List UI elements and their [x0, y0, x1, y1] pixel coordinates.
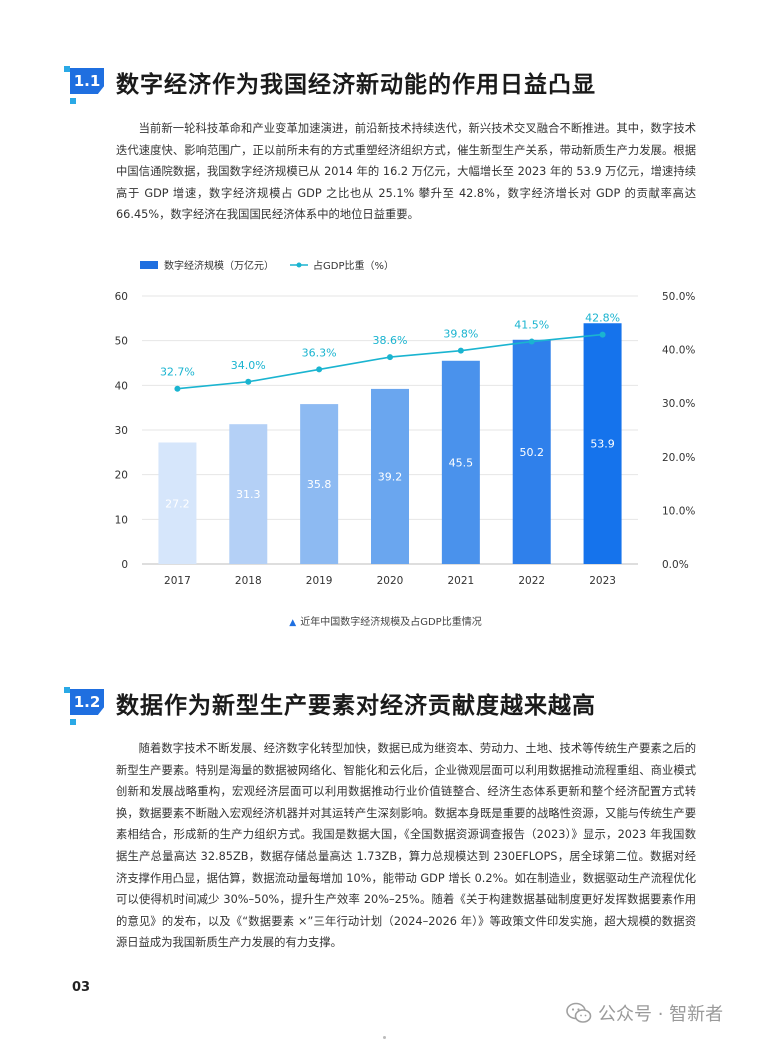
section-number-badge: 1.2: [62, 683, 108, 725]
bar: [583, 323, 622, 564]
line-point: [245, 378, 252, 385]
section-number: 1.1: [70, 68, 104, 94]
y-tick-label: 30: [115, 425, 128, 437]
watermark: 公众号 · 智新者: [566, 1000, 723, 1026]
line-point: [316, 366, 323, 373]
paragraph: 当前新一轮科技革命和产业变革加速演进，前沿新技术持续迭代，新兴技术交叉融合不断推…: [116, 122, 696, 222]
legend-bar-label: 数字经济规模（万亿元）: [164, 259, 274, 272]
bar-value-label: 31.3: [236, 488, 260, 501]
section-number-badge: 1.1: [62, 62, 108, 104]
watermark-text: 公众号 · 智新者: [598, 1004, 724, 1025]
y-tick-label: 0: [121, 559, 128, 571]
bar-value-label: 35.8: [307, 478, 332, 491]
y2-tick-label: 10.0%: [662, 505, 695, 517]
x-tick-label: 2021: [447, 575, 474, 587]
section-title: 数字经济作为我国经济新动能的作用日益凸显: [116, 72, 596, 98]
badge-accent-square: [70, 719, 76, 725]
bar: [300, 404, 339, 564]
badge-accent-square: [64, 66, 70, 72]
y2-tick-label: 30.0%: [662, 398, 695, 410]
section-number: 1.2: [70, 689, 104, 715]
bar: [229, 424, 268, 564]
x-tick-label: 2019: [306, 575, 333, 587]
section-heading-1: 1.1 数字经济作为我国经济新动能的作用日益凸显: [62, 62, 596, 104]
line-value-label: 34.0%: [231, 359, 266, 372]
line-value-label: 32.7%: [160, 366, 195, 379]
badge-accent-square: [70, 98, 76, 104]
line-point: [174, 385, 181, 392]
x-tick-label: 2017: [164, 575, 191, 587]
x-tick-label: 2023: [589, 575, 616, 587]
line-point: [528, 338, 535, 345]
legend-line-marker: [296, 262, 302, 268]
line-point: [457, 347, 464, 354]
y-tick-label: 10: [115, 514, 128, 526]
wechat-icon: [566, 1002, 592, 1023]
y-tick-label: 50: [115, 336, 128, 348]
bar: [512, 339, 551, 564]
bar: [371, 388, 409, 564]
y2-tick-label: 50.0%: [662, 291, 695, 303]
y-tick-label: 20: [115, 470, 128, 482]
x-tick-label: 2022: [518, 575, 545, 587]
bar-value-label: 45.5: [449, 456, 474, 469]
section-1-body: 当前新一轮科技革命和产业变革加速演进，前沿新技术持续迭代，新兴技术交叉融合不断推…: [116, 118, 696, 226]
caption-text: 近年中国数字经济规模及占GDP比重情况: [300, 617, 482, 628]
x-tick-label: 2020: [377, 575, 404, 587]
line-value-label: 39.8%: [443, 328, 478, 341]
section-heading-2: 1.2 数据作为新型生产要素对经济贡献度越来越高: [62, 683, 596, 725]
section-2-body: 随着数字技术不断发展、经济数字化转型加快，数据已成为继资本、劳动力、土地、技术等…: [116, 738, 696, 954]
bar-value-label: 39.2: [378, 470, 403, 483]
x-tick-label: 2018: [235, 575, 262, 587]
line-value-label: 38.6%: [373, 334, 408, 347]
line-value-label: 36.3%: [302, 346, 337, 359]
page-number: 03: [72, 980, 91, 995]
y-tick-label: 40: [115, 380, 128, 392]
bar: [441, 360, 480, 564]
bar-value-label: 50.2: [519, 446, 544, 459]
y2-tick-label: 20.0%: [662, 452, 695, 464]
bar: [158, 442, 197, 564]
digital-economy-chart: 数字经济规模（万亿元） 占GDP比重（%） 0 10 20 30 40 50 60 0.0% 10.…: [115, 259, 696, 587]
line-value-label: 41.5%: [514, 319, 549, 332]
y-tick-label: 60: [115, 291, 128, 303]
chart-caption: ▲ 近年中国数字经济规模及占GDP比重情况: [0, 613, 771, 628]
y2-tick-label: 40.0%: [662, 345, 695, 357]
bar-value-label: 53.9: [590, 438, 615, 451]
triangle-icon: ▲: [289, 618, 297, 628]
y2-tick-label: 0.0%: [662, 559, 689, 571]
paragraph: 随着数字技术不断发展、经济数字化转型加快，数据已成为继资本、劳动力、土地、技术等…: [116, 742, 696, 950]
line-point: [599, 331, 606, 338]
badge-accent-square: [64, 687, 70, 693]
decorative-dot: [383, 1036, 386, 1039]
bar-value-label: 27.2: [165, 497, 190, 510]
line-value-label: 42.8%: [585, 312, 620, 325]
legend-bar-swatch: [140, 261, 158, 269]
line-point: [387, 354, 393, 361]
section-title: 数据作为新型生产要素对经济贡献度越来越高: [116, 693, 596, 719]
legend-line-label: 占GDP比重（%）: [313, 259, 394, 272]
